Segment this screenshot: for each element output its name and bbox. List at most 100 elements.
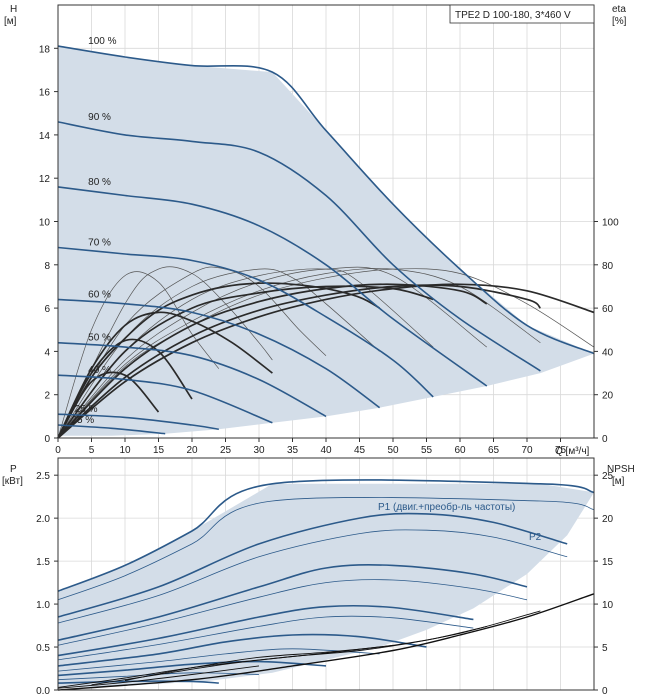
speed-label: 50 % <box>88 333 111 344</box>
p2-annotation: P2 <box>529 532 542 543</box>
y2-tick-label: 20 <box>602 391 614 402</box>
power-curves <box>57 479 595 684</box>
chart-title: TPE2 D 100-180, 3*460 V <box>455 10 571 21</box>
efficiency-curve-thin <box>57 266 488 439</box>
eta-axis-unit: [%] <box>612 16 627 27</box>
y-tick-label: 0.0 <box>36 686 50 697</box>
head-operating-envelope <box>58 46 594 436</box>
head-curve <box>57 374 273 424</box>
power-curve <box>57 648 380 672</box>
x-tick-label: 40 <box>320 445 332 456</box>
npsh-curve <box>57 665 260 689</box>
title-box <box>449 4 595 24</box>
y2-tick-label: 20 <box>602 514 614 525</box>
y2-tick-label: 80 <box>602 261 614 272</box>
efficiency-curve <box>57 371 160 439</box>
npsh-axis-label: NPSH <box>607 464 635 475</box>
x-tick-label: 30 <box>253 445 265 456</box>
speed-label: 90 % <box>88 112 111 123</box>
x-tick-label: 0 <box>55 445 61 456</box>
efficiency-curve <box>57 284 541 439</box>
efficiency-curve <box>57 338 193 439</box>
head-curve <box>57 186 488 387</box>
flow-axis-label: Q [м³/ч] <box>555 446 590 457</box>
y-tick-label: 18 <box>39 44 51 55</box>
speed-label: 25 % <box>71 415 94 426</box>
y-tick-label: 16 <box>39 88 51 99</box>
x-tick-label: 25 <box>220 445 232 456</box>
y-tick-label: 2 <box>44 391 50 402</box>
y-tick-label: 8 <box>44 261 50 272</box>
y-tick-label: 0.5 <box>36 643 50 654</box>
npsh-curve <box>57 593 595 691</box>
speed-label: 70 % <box>88 237 111 248</box>
power-curve <box>57 660 327 677</box>
power-plot-frame <box>57 457 595 691</box>
y-tick-label: 6 <box>44 304 50 315</box>
y-tick-label: 4 <box>44 347 50 358</box>
y-tick-label: 10 <box>39 218 51 229</box>
efficiency-curve <box>57 282 381 439</box>
x-tick-label: 75 <box>555 445 567 456</box>
power-curve <box>57 512 568 618</box>
power-operating-envelope <box>58 483 594 689</box>
speed-labels: 100 % 90 % 80 % 70 % 60 % 50 % 40 % 25 %25 % <box>71 36 116 426</box>
efficiency-curve-thin <box>57 271 220 439</box>
x-tick-label: 65 <box>488 445 500 456</box>
power-curve <box>57 529 568 624</box>
y2-tick-label: 0 <box>602 686 608 697</box>
x-tick-label: 5 <box>89 445 95 456</box>
speed-label: 40 % <box>88 365 111 376</box>
y2-tick-label: 100 <box>602 218 619 229</box>
y2-tick-label: 15 <box>602 557 614 568</box>
efficiency-curve <box>57 283 488 439</box>
y2-tick-label: 5 <box>602 643 608 654</box>
power-axes-ticks: 0.0 0.5 1.0 1.5 2.0 2.5 0 5 10 15 20 25 <box>36 471 613 697</box>
head-axis-label: H <box>10 4 17 15</box>
y2-tick-label: 10 <box>602 600 614 611</box>
power-curve <box>57 479 595 592</box>
npsh-axis-unit: [м] <box>612 476 625 487</box>
y-tick-label: 0 <box>44 434 50 445</box>
power-axis-unit: [кВт] <box>2 476 23 487</box>
y-tick-label: 12 <box>39 174 51 185</box>
head-curve <box>57 45 595 355</box>
speed-label: 60 % <box>88 289 111 300</box>
efficiency-curve-thin <box>57 266 273 439</box>
efficiency-curve <box>57 283 595 439</box>
power-axis-label: P <box>10 464 17 475</box>
head-curve <box>57 298 381 409</box>
speed-label: 25 % <box>75 404 98 415</box>
power-curve <box>57 615 474 661</box>
speed-label: 100 % <box>88 36 116 47</box>
head-curve <box>57 121 541 372</box>
x-tick-label: 60 <box>454 445 466 456</box>
efficiency-curves <box>57 266 595 439</box>
eta-axis-label: eta <box>612 4 626 15</box>
y2-tick-label: 60 <box>602 304 614 315</box>
x-tick-label: 50 <box>387 445 399 456</box>
x-tick-label: 55 <box>421 445 433 456</box>
head-curve <box>57 424 166 435</box>
y2-tick-label: 40 <box>602 347 614 358</box>
y2-tick-label: 25 <box>602 471 614 482</box>
y-tick-label: 2.5 <box>36 471 50 482</box>
x-tick-label: 20 <box>186 445 198 456</box>
head-curves <box>57 45 595 435</box>
power-curve <box>57 564 528 641</box>
efficiency-curve-thin <box>57 266 327 439</box>
x-tick-label: 35 <box>287 445 299 456</box>
head-curve <box>57 413 219 431</box>
y2-tick-label: 0 <box>602 434 608 445</box>
head-efficiency-panel: 100 % 90 % 80 % 70 % 60 % 50 % 40 % 25 %25 % 0 5… <box>4 4 627 457</box>
npsh-curves <box>57 593 595 691</box>
y-tick-label: 1.0 <box>36 600 50 611</box>
npsh-curve <box>57 644 394 688</box>
y-tick-label: 14 <box>39 131 51 142</box>
head-axes-ticks: 0 5 10 15 20 25 30 35 40 45 50 55 60 65 70 75 0 2 4 6 8 10 12 1… <box>39 44 619 456</box>
x-tick-label: 10 <box>119 445 131 456</box>
head-curve <box>57 341 327 418</box>
y-tick-label: 2.0 <box>36 514 50 525</box>
x-tick-label: 70 <box>521 445 533 456</box>
